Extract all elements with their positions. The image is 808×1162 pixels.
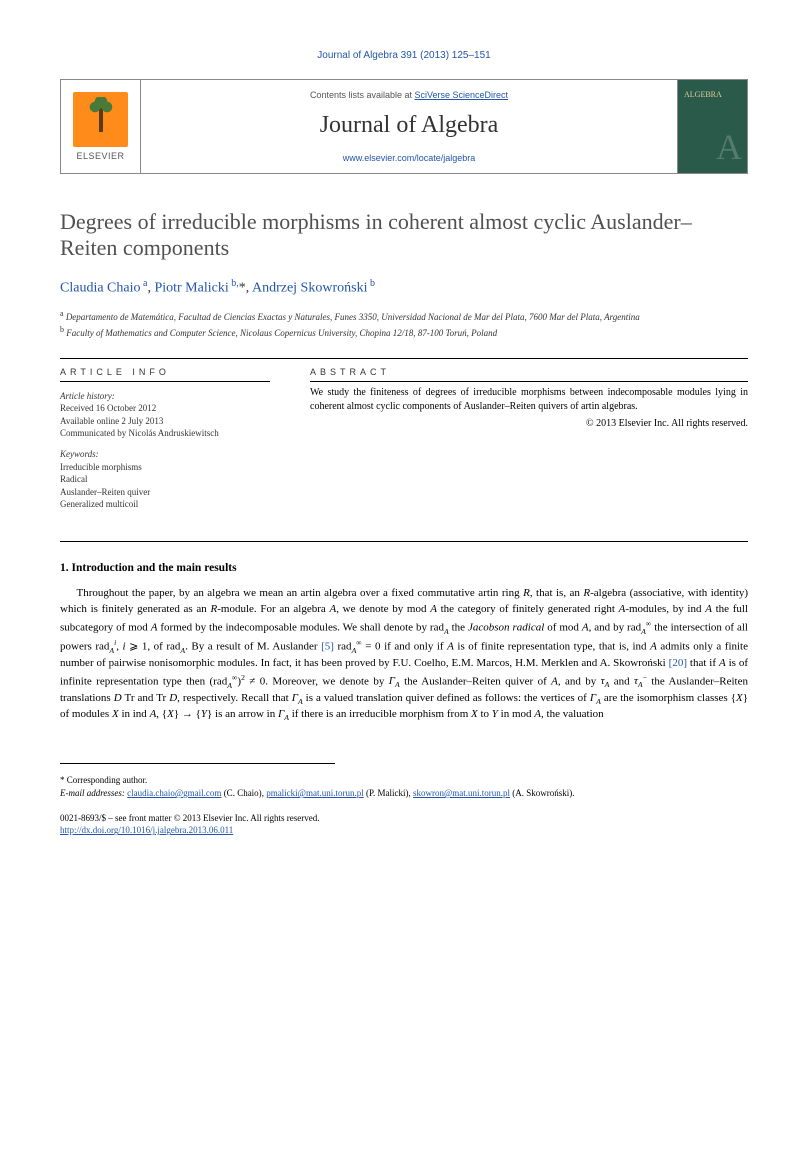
keywords-label: Keywords: xyxy=(60,448,270,461)
abstract: ABSTRACT We study the finiteness of degr… xyxy=(310,367,748,511)
communicated-by: Communicated by Nicolás Andruskiewitsch xyxy=(60,427,270,440)
doi-block: 0021-8693/$ – see front matter © 2013 El… xyxy=(60,812,748,837)
author-link[interactable]: Piotr Malicki xyxy=(154,280,228,295)
body-paragraph: Throughout the paper, by an algebra we m… xyxy=(60,586,748,724)
journal-header: ELSEVIER Contents lists available at Sci… xyxy=(60,79,748,174)
info-label: ARTICLE INFO xyxy=(60,367,270,377)
elsevier-label: ELSEVIER xyxy=(76,151,124,161)
affiliations: a Departamento de Matemática, Facultad d… xyxy=(60,308,748,339)
cover-letter-icon: A xyxy=(716,126,742,168)
keyword: Auslander–Reiten quiver xyxy=(60,486,270,499)
elsevier-logo[interactable]: ELSEVIER xyxy=(61,80,141,173)
cover-label: ALGEBRA xyxy=(684,90,722,99)
journal-cover-thumb[interactable]: ALGEBRA A xyxy=(677,80,747,173)
abstract-text: We study the finiteness of degrees of ir… xyxy=(310,386,748,414)
lists-available: Contents lists available at SciVerse Sci… xyxy=(151,90,667,100)
keyword: Generalized multicoil xyxy=(60,498,270,511)
footnote-rule xyxy=(60,763,335,770)
divider xyxy=(60,358,748,359)
doi-link[interactable]: http://dx.doi.org/10.1016/j.jalgebra.201… xyxy=(60,825,233,835)
journal-reference[interactable]: Journal of Algebra 391 (2013) 125–151 xyxy=(60,50,748,61)
abstract-label: ABSTRACT xyxy=(310,367,748,377)
footnotes: * Corresponding author. E-mail addresses… xyxy=(60,774,748,799)
citation-link[interactable]: [20] xyxy=(669,657,687,669)
header-center: Contents lists available at SciVerse Sci… xyxy=(141,80,677,173)
sciencedirect-link[interactable]: SciVerse ScienceDirect xyxy=(415,90,509,100)
issn-line: 0021-8693/$ – see front matter © 2013 El… xyxy=(60,812,748,825)
email-link[interactable]: skowron@mat.uni.torun.pl xyxy=(413,788,510,798)
history-label: Article history: xyxy=(60,390,270,403)
email-link[interactable]: pmalicki@mat.uni.torun.pl xyxy=(266,788,364,798)
email-addresses: E-mail addresses: claudia.chaio@gmail.co… xyxy=(60,787,748,800)
journal-name: Journal of Algebra xyxy=(151,112,667,139)
citation-link[interactable]: [5] xyxy=(321,641,334,653)
journal-url[interactable]: www.elsevier.com/locate/jalgebra xyxy=(151,153,667,163)
section-heading: 1. Introduction and the main results xyxy=(60,562,748,574)
author-link[interactable]: Claudia Chaio xyxy=(60,280,141,295)
received-date: Received 16 October 2012 xyxy=(60,402,270,415)
divider xyxy=(60,541,748,542)
abstract-copyright: © 2013 Elsevier Inc. All rights reserved… xyxy=(310,418,748,429)
online-date: Available online 2 July 2013 xyxy=(60,415,270,428)
article-info: ARTICLE INFO Article history: Received 1… xyxy=(60,367,270,511)
keyword: Irreducible morphisms xyxy=(60,461,270,474)
corresponding-author: * Corresponding author. xyxy=(60,774,748,787)
article-title: Degrees of irreducible morphisms in cohe… xyxy=(60,209,748,262)
authors: Claudia Chaio a, Piotr Malicki b,*, Andr… xyxy=(60,278,748,297)
keyword: Radical xyxy=(60,473,270,486)
elsevier-tree-icon xyxy=(73,92,128,147)
author-link[interactable]: Andrzej Skowroński xyxy=(252,280,368,295)
email-link[interactable]: claudia.chaio@gmail.com xyxy=(127,788,221,798)
